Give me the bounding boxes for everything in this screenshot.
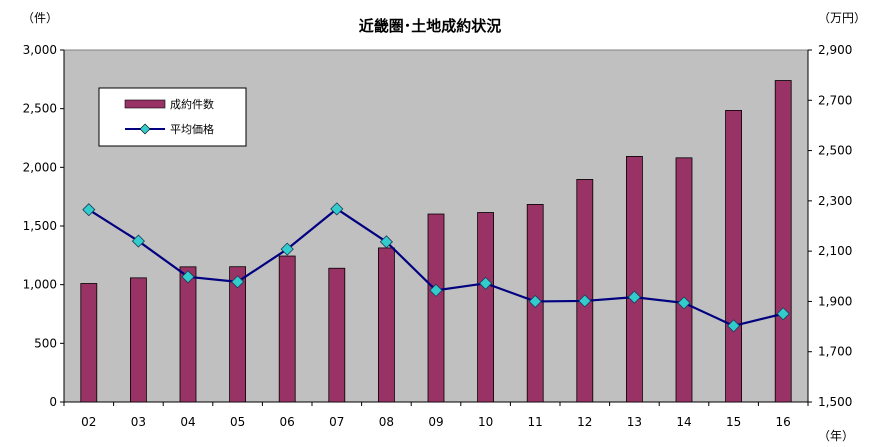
y-left-unit: （件）	[22, 11, 58, 25]
bar	[626, 156, 643, 403]
right-tick-label: 2,700	[818, 93, 852, 107]
x-tick-label: 05	[230, 415, 245, 429]
y-right-unit: （万円）	[818, 11, 866, 25]
legend-box	[98, 87, 247, 147]
bar	[725, 110, 742, 403]
legend-bar-swatch	[124, 99, 166, 109]
bar	[675, 157, 693, 403]
x-tick-label: 10	[478, 415, 493, 429]
right-tick-label: 1,900	[818, 294, 852, 308]
bar	[129, 277, 147, 403]
bar	[576, 179, 594, 403]
bar	[80, 283, 98, 403]
x-tick-label: 15	[726, 415, 741, 429]
right-tick-label: 2,300	[818, 194, 852, 208]
line-point	[379, 235, 393, 249]
bar-series	[80, 80, 792, 403]
left-tick-label: 1,500	[23, 219, 57, 233]
line-point	[82, 203, 96, 217]
right-tick-label: 2,900	[818, 43, 852, 57]
x-tick-label: 04	[180, 415, 195, 429]
bar	[427, 213, 445, 403]
bar	[377, 247, 395, 403]
chart-title: 近畿圏･土地成約状況	[359, 17, 502, 35]
legend: 成約件数 平均価格	[98, 87, 247, 147]
right-tick-label: 1,500	[818, 395, 852, 409]
right-tick-label: 2,100	[818, 244, 852, 258]
x-tick-label: 12	[577, 415, 592, 429]
x-tick-label: 09	[428, 415, 443, 429]
left-tick-label: 2,000	[23, 160, 57, 174]
line-point	[231, 275, 245, 289]
x-tick-label: 07	[329, 415, 344, 429]
left-tick-label: 0	[49, 395, 57, 409]
line-point	[429, 283, 443, 297]
line-point	[479, 276, 493, 290]
line-point	[677, 296, 691, 310]
right-axis: 1,500 1,700 1,900 2,100 2,300 2,500 2,700 2,900	[807, 43, 852, 409]
line-point	[181, 270, 195, 284]
line-point	[330, 202, 344, 216]
x-tick-label: 13	[627, 415, 642, 429]
x-axis: 02 03 04 05 06 07 08 09 10 11 12 13 14 15 16	[63, 401, 809, 429]
legend-line-marker	[139, 123, 151, 135]
right-tick-label: 2,500	[818, 144, 852, 158]
line-point	[578, 294, 592, 308]
legend-line-label: 平均価格	[170, 122, 214, 136]
bar	[229, 266, 247, 403]
x-unit: （年）	[818, 429, 854, 443]
line-series	[82, 202, 790, 333]
line-point	[727, 319, 741, 333]
line-point	[528, 294, 542, 308]
right-tick-label: 1,700	[818, 345, 852, 359]
left-tick-label: 2,500	[23, 102, 57, 116]
x-tick-label: 14	[676, 415, 691, 429]
line-point	[131, 234, 145, 248]
bar	[774, 80, 792, 403]
bar	[278, 255, 296, 403]
line-point	[280, 242, 294, 256]
legend-bar-label: 成約件数	[170, 97, 214, 111]
left-tick-label: 500	[34, 336, 57, 350]
x-tick-label: 16	[776, 415, 791, 429]
left-axis: 0 500 1,000 1,500 2,000 2,500 3,000	[23, 43, 65, 409]
x-tick-label: 11	[528, 415, 543, 429]
x-tick-label: 03	[131, 415, 146, 429]
left-tick-label: 3,000	[23, 43, 57, 57]
bar	[477, 212, 495, 403]
x-tick-label: 08	[379, 415, 394, 429]
line-point	[627, 290, 641, 304]
x-tick-label: 02	[81, 415, 96, 429]
bar	[328, 267, 346, 403]
left-tick-label: 1,000	[23, 278, 57, 292]
bar	[179, 266, 197, 403]
line-point	[776, 307, 790, 321]
x-tick-label: 06	[280, 415, 295, 429]
